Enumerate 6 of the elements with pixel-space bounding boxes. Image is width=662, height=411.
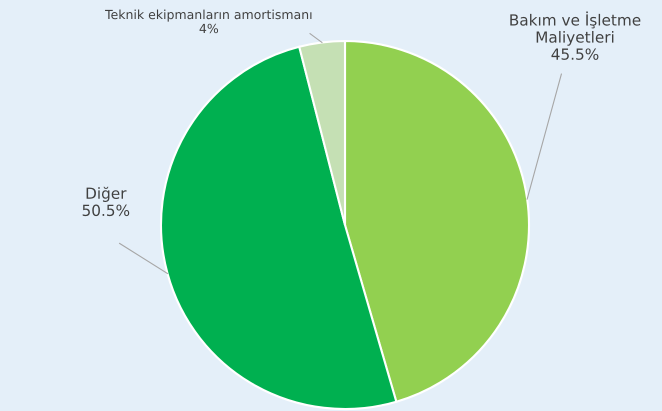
slice-label: Bakım ve İşletme Maliyetleri: [510, 12, 640, 46]
data-label: 4%: [200, 24, 218, 34]
data-label: 45.5%: [551, 48, 598, 60]
slice-label: Teknik ekipmanların amortismanı: [105, 10, 312, 22]
data-label: 50.5%: [82, 204, 130, 216]
slice-label: Diğer: [86, 186, 126, 202]
